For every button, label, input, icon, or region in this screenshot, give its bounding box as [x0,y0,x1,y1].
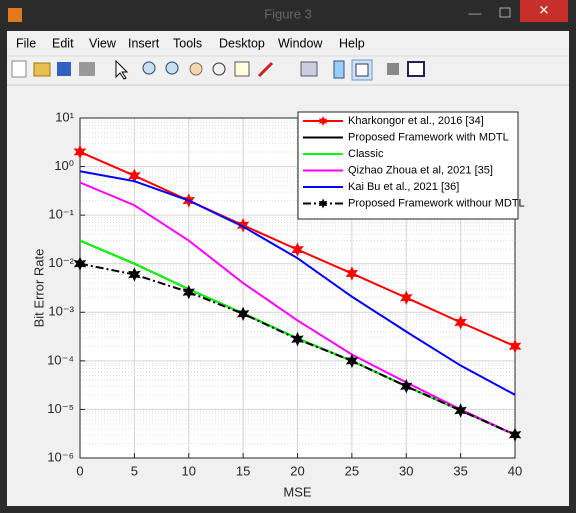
menu-item[interactable]: Edit [52,36,74,50]
tool-brush[interactable] [257,61,274,78]
y-tick-label: 10⁻¹ [48,207,74,222]
menu-item[interactable]: Tools [173,36,202,50]
y-tick-label: 10⁻⁶ [47,449,74,464]
y-tick-label: 10⁰ [54,158,74,173]
tool-open[interactable] [33,62,51,77]
tool-pointer[interactable] [115,59,129,80]
y-tick-label: 10⁻² [48,255,74,270]
close-button[interactable] [520,0,568,22]
app-icon [8,8,22,22]
x-tick-label: 30 [399,463,413,478]
tool-print[interactable] [79,62,95,76]
series-marker [454,403,467,418]
menu-item[interactable]: Desktop [219,36,265,50]
menu-item[interactable]: File [16,36,36,50]
y-tick-label: 10⁻⁴ [47,352,74,367]
minimize-button[interactable]: — [469,5,482,20]
series-marker [508,338,522,354]
tool-legend-icon [355,63,369,77]
tool-link[interactable] [300,61,318,77]
x-tick-label: 0 [76,463,83,478]
series-marker [508,427,522,443]
x-tick-label: 25 [345,463,359,478]
x-tick-label: 40 [508,463,522,478]
tool-colorbar[interactable] [333,60,345,79]
legend-marker [318,198,328,209]
series-marker [454,315,467,330]
series-marker [345,353,359,369]
tool-datatip[interactable] [234,61,250,77]
menu-item[interactable]: Insert [128,36,160,50]
series-marker [345,266,359,281]
maximize-button[interactable] [499,7,511,18]
toolbar [11,59,425,81]
series-line [79,181,516,436]
series-marker [236,217,250,233]
tool-pan[interactable] [189,62,203,76]
series-marker [128,267,141,282]
series-marker [236,306,250,322]
tool-save[interactable] [57,62,71,76]
tool-hide-tools[interactable] [387,63,399,75]
series-marker [400,290,413,305]
legend-marker [318,116,328,126]
series-marker [291,331,304,347]
chart: 10⁻⁶ 10⁻⁵ 10⁻⁴ 10⁻³ 10⁻² 10⁻¹ 10⁰ 10¹ 0 5 10 15 20 25… [31,109,524,499]
series-line [79,170,516,396]
legend-box [297,111,519,220]
tool-zoom-out[interactable] [165,61,179,75]
menu-bar: File Edit View Insert Tools Desktop Window Help [16,36,365,50]
tool-zoom-in[interactable] [142,61,156,75]
series-marker [291,242,304,257]
legend-label: Proposed Framework withour MDTL [348,197,525,209]
legend-label: Classic [348,148,384,160]
window-title: Figure 3 [264,6,312,21]
legend-label: Kharkongor et al., 2016 [34] [348,115,484,127]
menu-item[interactable]: Window [278,36,323,50]
series-marker [182,284,195,300]
x-tick-label: 10 [182,463,196,478]
tool-new[interactable] [11,60,27,78]
legend-label: Kai Bu et al., 2021 [36] [348,181,459,193]
tool-show-tools[interactable] [407,61,425,77]
y-tick-label: 10¹ [55,109,74,124]
x-tick-label: 20 [290,463,304,478]
close-icon: ✕ [539,2,550,17]
x-tick-label: 15 [236,463,250,478]
tool-rotate[interactable] [212,62,226,76]
y-tick-label: 10⁻⁵ [47,401,74,416]
y-axis-label: Bit Error Rate [31,249,46,328]
x-axis-label: MSE [283,484,312,499]
series-marker [400,379,413,394]
menu-item[interactable]: View [89,36,117,50]
y-tick-label: 10⁻³ [48,304,74,319]
x-tick-label: 35 [453,463,467,478]
legend-label: Proposed Framework with MDTL [348,131,509,143]
x-tick-label: 5 [131,463,138,478]
menu-item[interactable]: Help [339,36,365,50]
legend-label: Qizhao Zhoua et al, 2021 [35] [348,164,493,176]
series-marker [73,256,87,271]
series-marker [73,144,87,160]
